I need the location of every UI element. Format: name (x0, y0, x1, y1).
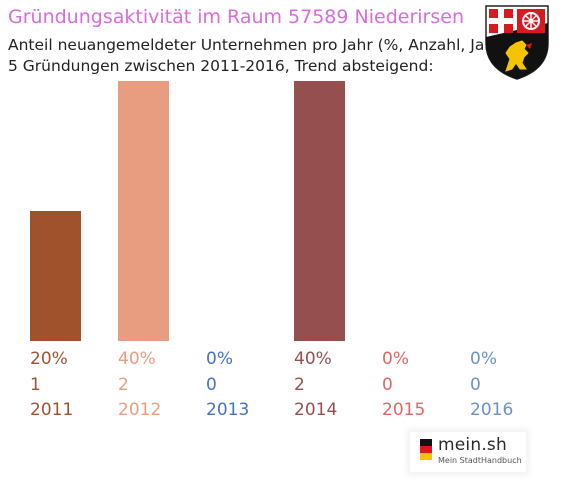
count-label-2016: 0 (470, 375, 481, 395)
year-label-2011: 2011 (30, 400, 73, 420)
chart-title: Gründungsaktivität im Raum 57589 Niederi… (8, 6, 464, 28)
year-label-2014: 2014 (294, 400, 337, 420)
count-label-2013: 0 (206, 375, 217, 395)
percent-label-2014: 40% (294, 349, 332, 369)
year-label-2013: 2013 (206, 400, 249, 420)
bar-2012 (118, 81, 169, 341)
year-label-2015: 2015 (382, 400, 425, 420)
count-label-2011: 1 (30, 375, 41, 395)
count-label-2012: 2 (118, 375, 129, 395)
year-label-2012: 2012 (118, 400, 161, 420)
chart-summary: 5 Gründungen zwischen 2011-2016, Trend a… (8, 57, 434, 75)
bar-2014 (294, 81, 345, 341)
rhineland-palatinate-coat-of-arms-icon (485, 5, 549, 80)
bar-2011 (30, 211, 81, 341)
germany-map-icon (420, 439, 432, 460)
brand-logo[interactable]: mein.sh Mein StadtHandbuch (410, 432, 526, 472)
percent-label-2012: 40% (118, 349, 156, 369)
year-label-2016: 2016 (470, 400, 513, 420)
percent-label-2011: 20% (30, 349, 68, 369)
percent-label-2016: 0% (470, 349, 497, 369)
brand-name: mein.sh (438, 435, 507, 455)
chart-subtitle: Anteil neuangemeldeter Unternehmen pro J… (8, 36, 507, 54)
count-label-2015: 0 (382, 375, 393, 395)
brand-tagline: Mein StadtHandbuch (438, 456, 522, 465)
percent-label-2015: 0% (382, 349, 409, 369)
percent-label-2013: 0% (206, 349, 233, 369)
count-label-2014: 2 (294, 375, 305, 395)
